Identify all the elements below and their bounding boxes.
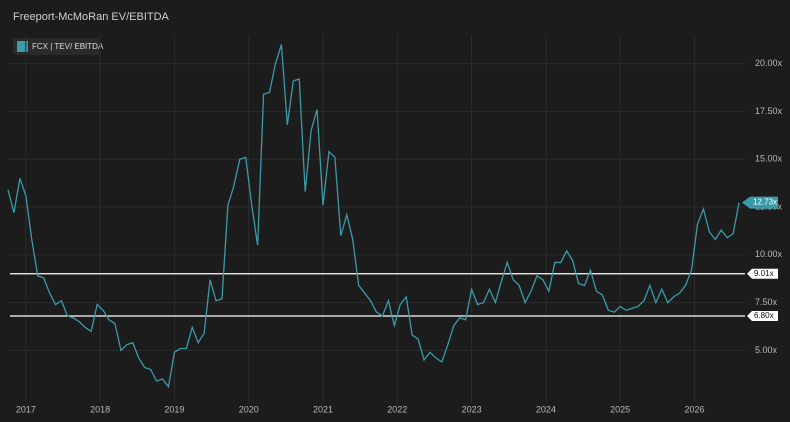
y-tick-label: 20.00x: [755, 58, 783, 68]
chart-title: Freeport-McMoRan EV/EBITDA: [13, 11, 170, 23]
x-tick-label: 2023: [462, 404, 482, 414]
x-tick-label: 2020: [239, 404, 259, 414]
last-value-tag: [742, 196, 778, 209]
y-tick-label: 10.00x: [755, 249, 783, 259]
x-tick-label: 2018: [90, 404, 110, 414]
reference-tag: [747, 268, 778, 279]
reference-label: 9.01x: [754, 269, 774, 278]
x-tick-label: 2025: [610, 404, 630, 414]
x-tick-label: 2021: [313, 404, 333, 414]
y-tick-label: 17.50x: [755, 106, 783, 116]
x-tick-label: 2017: [16, 404, 36, 414]
x-tick-label: 2022: [387, 404, 407, 414]
y-tick-label: 5.00x: [755, 345, 778, 355]
reference-label: 6.80x: [754, 311, 774, 320]
legend-label: FCX | TEV/ EBITDA: [32, 42, 104, 51]
legend-box: [13, 38, 99, 55]
y-tick-label: 15.00x: [755, 154, 783, 164]
x-tick-label: 2019: [164, 404, 184, 414]
series-line: [7, 44, 740, 389]
x-tick-label: 2024: [536, 404, 556, 414]
legend-swatch: [17, 41, 28, 52]
last-value-label: 12.73x: [753, 198, 777, 207]
reference-tag: [747, 310, 778, 321]
x-tick-label: 2026: [684, 404, 704, 414]
y-tick-label: 7.50x: [755, 297, 778, 307]
legend: FCX | TEV/ EBITDA: [13, 38, 104, 55]
